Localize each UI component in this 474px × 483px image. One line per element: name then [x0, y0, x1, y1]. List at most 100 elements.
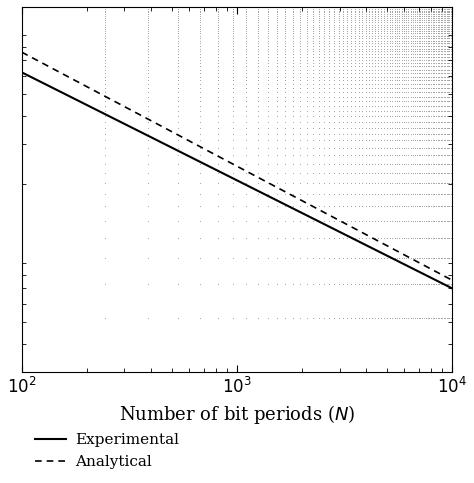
- Point: [214, 102, 222, 110]
- Point: [335, 144, 342, 152]
- Point: [413, 3, 420, 11]
- Point: [339, 202, 347, 210]
- Point: [413, 217, 420, 225]
- Point: [296, 16, 304, 24]
- Point: [372, 137, 379, 144]
- Point: [424, 80, 431, 88]
- Point: [391, 137, 399, 144]
- Point: [374, 118, 382, 126]
- Point: [432, 50, 440, 58]
- Point: [393, 18, 401, 26]
- Point: [424, 3, 431, 11]
- Point: [443, 88, 450, 96]
- Point: [369, 42, 376, 50]
- Point: [435, 144, 443, 152]
- Point: [432, 234, 440, 242]
- Point: [413, 118, 420, 126]
- Point: [440, 102, 447, 110]
- Point: [400, 369, 408, 376]
- Point: [196, 50, 204, 58]
- Point: [446, 73, 453, 81]
- Point: [446, 62, 453, 70]
- Point: [422, 102, 430, 110]
- Point: [351, 73, 359, 81]
- Point: [426, 56, 433, 64]
- Point: [438, 80, 446, 88]
- Point: [430, 53, 438, 61]
- Point: [409, 47, 416, 55]
- Point: [417, 7, 424, 14]
- Point: [393, 369, 401, 376]
- Point: [429, 34, 437, 42]
- Point: [369, 179, 376, 186]
- Point: [407, 217, 414, 225]
- Point: [325, 144, 333, 152]
- Point: [362, 234, 370, 242]
- Point: [446, 25, 453, 33]
- Point: [273, 45, 281, 53]
- Point: [388, 69, 396, 77]
- Point: [330, 169, 338, 177]
- Point: [320, 56, 328, 64]
- Point: [411, 7, 419, 14]
- Point: [335, 16, 342, 24]
- Point: [374, 280, 382, 287]
- Point: [420, 13, 428, 20]
- Point: [380, 37, 388, 44]
- Point: [429, 88, 437, 96]
- Point: [409, 9, 416, 16]
- Point: [229, 151, 237, 159]
- Point: [411, 97, 419, 105]
- Point: [344, 73, 351, 81]
- Point: [374, 47, 382, 55]
- Point: [413, 16, 420, 24]
- Point: [424, 144, 431, 152]
- Point: [430, 112, 438, 120]
- Point: [438, 37, 446, 44]
- Point: [437, 47, 445, 55]
- Point: [264, 314, 272, 322]
- Point: [407, 16, 414, 24]
- Experimental: [63, 91, 69, 97]
- Point: [309, 124, 317, 131]
- Point: [242, 254, 250, 262]
- Point: [400, 190, 408, 198]
- Point: [420, 151, 428, 159]
- Point: [383, 3, 391, 11]
- Point: [388, 179, 396, 186]
- Point: [365, 124, 373, 131]
- Point: [386, 169, 393, 177]
- Point: [441, 314, 449, 322]
- Point: [417, 34, 424, 42]
- Point: [393, 42, 401, 50]
- Point: [325, 59, 333, 67]
- Point: [413, 93, 420, 100]
- Point: [320, 23, 328, 30]
- Point: [407, 42, 414, 50]
- Point: [388, 107, 396, 115]
- Point: [424, 59, 431, 67]
- Point: [315, 137, 322, 144]
- Point: [214, 112, 222, 120]
- Point: [400, 144, 408, 152]
- Point: [415, 85, 422, 92]
- Point: [435, 59, 443, 67]
- Point: [405, 14, 412, 22]
- Point: [407, 107, 414, 115]
- Point: [383, 11, 391, 18]
- Point: [446, 254, 453, 262]
- Point: [145, 53, 152, 61]
- Point: [325, 21, 333, 28]
- Point: [355, 234, 363, 242]
- Point: [386, 66, 393, 73]
- Point: [400, 102, 408, 110]
- Point: [444, 93, 452, 100]
- Point: [254, 5, 261, 13]
- Point: [415, 16, 422, 24]
- Point: [380, 169, 388, 177]
- Point: [335, 73, 342, 81]
- Point: [351, 42, 359, 50]
- Point: [427, 254, 435, 262]
- Point: [347, 13, 355, 20]
- Point: [444, 3, 452, 11]
